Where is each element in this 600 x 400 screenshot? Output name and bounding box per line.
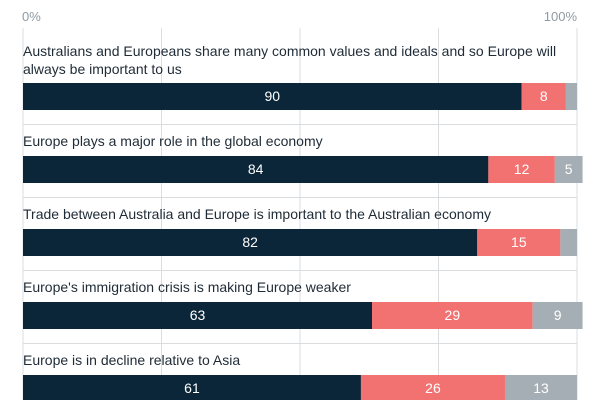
category-label: Australians and Europeans share many com… (23, 43, 556, 77)
category-label: Europe's immigration crisis is making Eu… (23, 279, 351, 295)
data-label: 5 (565, 161, 573, 177)
data-label: 84 (248, 161, 264, 177)
bar-segment (23, 375, 361, 400)
chart-row: Trade between Australia and Europe is im… (23, 197, 577, 256)
bar-segment (360, 375, 505, 400)
chart-row: Europe plays a major role in the global … (23, 124, 583, 183)
bar-segment (554, 156, 583, 183)
bar-segment (23, 83, 522, 110)
chart-row: Europe is in decline relative to Asia 61 2… (23, 343, 577, 400)
data-label: 26 (425, 380, 441, 396)
chart-rows: Australians and Europeans share many com… (23, 43, 583, 400)
category-label: Europe is in decline relative to Asia (23, 352, 240, 368)
data-label: 8 (540, 88, 548, 104)
data-label: 82 (242, 234, 258, 250)
data-label: 9 (554, 307, 562, 323)
chart-row: Australians and Europeans share many com… (23, 43, 577, 110)
bar-segment (532, 302, 583, 329)
data-label: 63 (190, 307, 206, 323)
data-label: 12 (514, 161, 530, 177)
bar-segment (560, 229, 577, 256)
bar-segment (565, 83, 577, 110)
bar-segment (477, 229, 561, 256)
bar-segment (23, 156, 489, 183)
bar-segment (504, 375, 577, 400)
bar-segment (23, 302, 373, 329)
category-label: Trade between Australia and Europe is im… (23, 206, 491, 222)
data-label: 90 (265, 88, 281, 104)
data-label: 13 (533, 380, 549, 396)
bar-segment (488, 156, 555, 183)
data-label: 15 (511, 234, 527, 250)
data-label: 61 (184, 380, 200, 396)
bar-segment (372, 302, 533, 329)
x-tick-label-min: 0% (22, 9, 41, 24)
x-tick-label-max: 100% (544, 9, 578, 24)
chart-row: Europe's immigration crisis is making Eu… (23, 270, 583, 329)
bar-segment (521, 83, 566, 110)
category-label: Europe plays a major role in the global … (23, 133, 323, 149)
data-label: 29 (445, 307, 461, 323)
bar-segment (23, 229, 478, 256)
